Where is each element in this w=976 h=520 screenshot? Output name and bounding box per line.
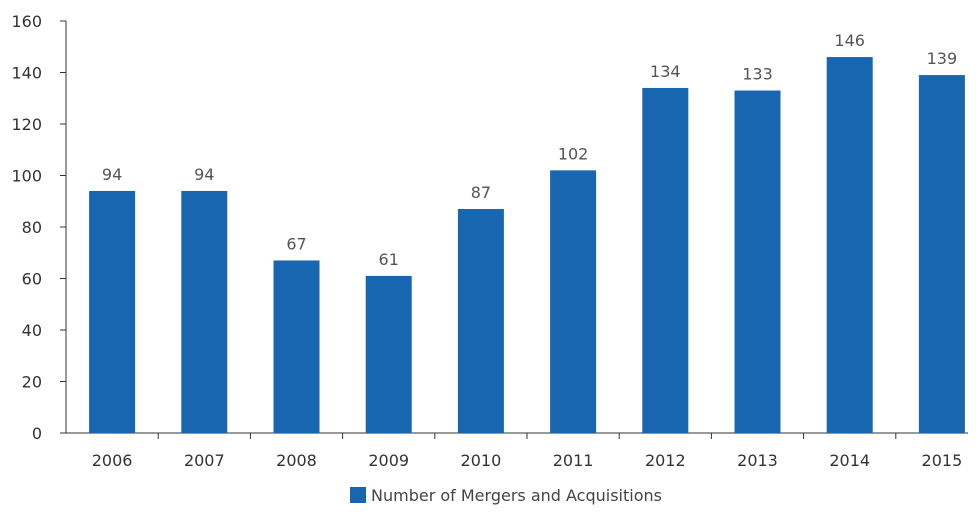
data-label: 67 [286, 234, 306, 253]
data-label: 134 [650, 62, 681, 81]
y-axis: 0 20 40 60 80 100 120 140 160 [11, 12, 67, 443]
bar [550, 170, 597, 433]
y-tick-label: 20 [22, 373, 42, 392]
data-label: 139 [927, 49, 958, 68]
data-label: 102 [558, 144, 589, 163]
bar [181, 190, 228, 433]
x-tick-label: 2007 [184, 451, 225, 470]
y-tick-label: 140 [11, 64, 42, 83]
y-tick-label: 60 [22, 270, 42, 289]
x-tick-label: 2012 [645, 451, 686, 470]
x-axis: 2006 2007 2008 2009 2010 2011 2012 2013 2014 2015 [60, 432, 968, 470]
legend-label: Number of Mergers and Acquisitions [371, 486, 662, 505]
x-tick-label: 2014 [829, 451, 870, 470]
bar [734, 90, 781, 434]
bar [457, 208, 504, 433]
x-tick-label: 2009 [368, 451, 409, 470]
x-tick-label: 2006 [92, 451, 133, 470]
y-tick-label: 100 [11, 167, 42, 186]
x-tick-label: 2010 [461, 451, 502, 470]
y-tick-label: 120 [11, 115, 42, 134]
bar [826, 57, 873, 434]
bar [273, 260, 320, 433]
bars [89, 57, 965, 434]
data-label: 94 [102, 165, 122, 184]
legend: Number of Mergers and Acquisitions [350, 486, 662, 505]
data-label: 133 [742, 65, 773, 84]
data-label: 146 [834, 31, 865, 50]
data-label: 94 [194, 165, 214, 184]
x-tick-label: 2015 [922, 451, 963, 470]
y-tick-label: 40 [22, 321, 42, 340]
bar [642, 87, 689, 433]
data-label: 87 [471, 183, 491, 202]
x-tick-label: 2011 [553, 451, 594, 470]
y-tick-label: 160 [11, 12, 42, 31]
data-labels: 94 94 67 61 87 102 134 133 146 139 [102, 31, 957, 269]
data-label: 61 [379, 250, 399, 269]
x-tick-label: 2008 [276, 451, 317, 470]
y-tick-label: 0 [32, 424, 42, 443]
bar [89, 190, 136, 433]
y-tick-label: 80 [22, 218, 42, 237]
legend-swatch [350, 487, 366, 503]
bar [918, 75, 965, 433]
bar [365, 275, 412, 433]
x-tick-label: 2013 [737, 451, 778, 470]
